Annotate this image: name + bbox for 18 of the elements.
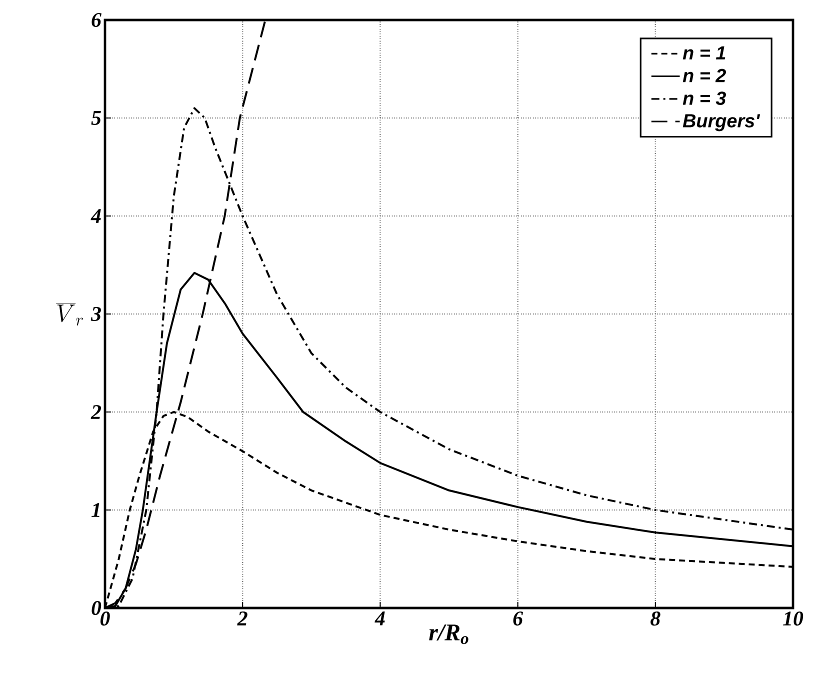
y-tick-label: 5 [91, 111, 101, 125]
y-tick-label: 2 [90, 405, 102, 419]
y-tick-label: 3 [90, 306, 101, 322]
x-tick-label: 6 [513, 612, 524, 626]
legend-label: Burgers' [682, 114, 760, 132]
y-axis-title: $\overline{V}_{r}$ [56, 303, 83, 326]
x-tick-label: 2 [237, 612, 248, 626]
y-tick-label: 6 [92, 12, 102, 28]
x-tick-label: 8 [650, 612, 660, 626]
y-tick-label: 4 [90, 209, 101, 223]
y-tick-label: 1 [92, 503, 100, 517]
legend-label: n = 3 [682, 92, 726, 105]
y-tick-label: 0 [92, 600, 102, 616]
x-tick-label: 4 [374, 612, 385, 626]
legend-label: n = 2 [682, 68, 726, 82]
legend-label: n = 1 [682, 46, 726, 60]
x-axis-title: r/R$_{o}$ [429, 624, 468, 644]
x-tick-label: 10 [783, 612, 804, 626]
